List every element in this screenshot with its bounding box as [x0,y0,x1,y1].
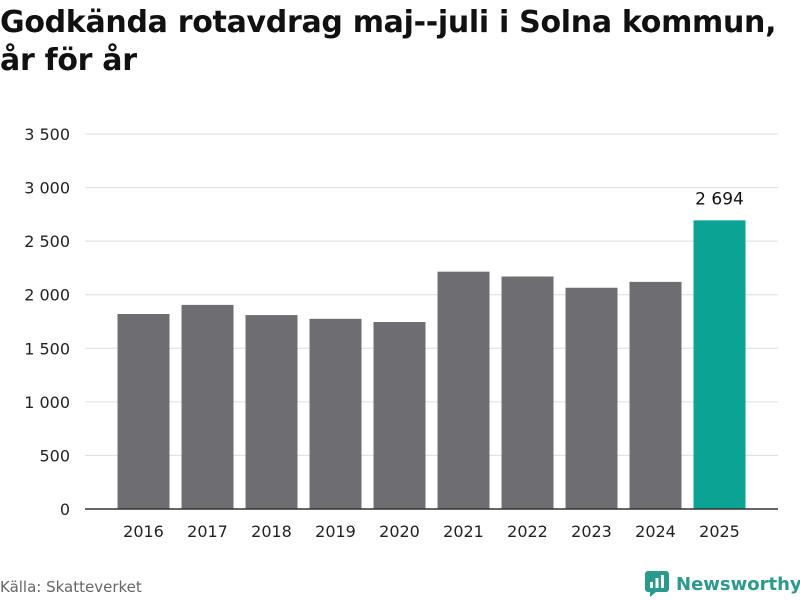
bar-2021 [437,271,490,509]
y-tick-labels: 0 500 1 000 1 500 2 000 2 500 3 000 3 500 [24,125,70,519]
data-label: 2 694 [695,189,744,209]
y-tick-label: 1 500 [24,339,70,358]
x-tick-label: 2023 [571,522,612,541]
bar-2017 [181,304,234,509]
bar-2020 [373,322,426,509]
source-note: Källa: Skatteverket [0,578,142,596]
bar-2022 [501,276,554,509]
y-tick-label: 3 000 [24,179,70,198]
y-tick-label: 1 000 [24,393,70,412]
data-labels: 2 694 [695,189,744,209]
x-tick-label: 2024 [635,522,676,541]
x-tick-label: 2016 [123,522,164,541]
bar-2023 [565,287,618,509]
bar-2024 [629,281,682,509]
bar-2016 [117,314,170,509]
x-tick-label: 2020 [379,522,420,541]
y-tick-label: 2 500 [24,232,70,251]
x-tick-label: 2022 [507,522,548,541]
y-tick-label: 0 [60,500,70,519]
x-tick-labels: 2016 2017 2018 2019 2020 2021 2022 2023 2024 2025 [123,522,740,541]
bar-2019 [309,318,362,509]
x-tick-label: 2017 [187,522,228,541]
x-tick-label: 2018 [251,522,292,541]
y-tick-label: 3 500 [24,125,70,144]
bar-2025 [693,220,746,509]
brand-name: Newsworthy [676,573,800,595]
bars [117,220,746,509]
bar-2018 [245,315,298,509]
x-tick-label: 2025 [699,522,740,541]
x-tick-label: 2019 [315,522,356,541]
y-tick-label: 2 000 [24,286,70,305]
newsworthy-logo-icon [645,571,669,597]
chart-title: Godkända rotavdrag maj--juli i Solna kom… [0,5,777,78]
brand-logo: Newsworthy [644,570,800,598]
y-tick-label: 500 [39,446,70,465]
x-tick-label: 2021 [443,522,484,541]
